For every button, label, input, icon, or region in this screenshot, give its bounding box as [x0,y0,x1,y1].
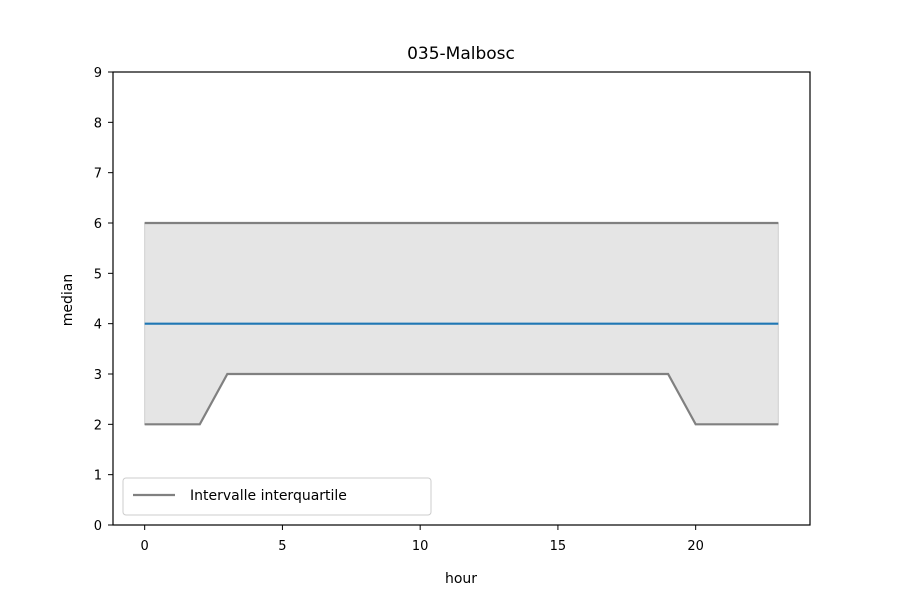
legend: Intervalle interquartile [122,477,432,516]
legend-box [122,477,432,516]
y-tick-label: 7 [94,167,102,182]
plot-frame [112,71,811,526]
y-tick-label: 2 [94,418,102,433]
x-tick-label: 20 [687,539,704,554]
chart-title: 035-Malbosc [407,44,515,64]
y-tick-label: 8 [94,116,102,131]
y-tick-label: 0 [94,519,102,534]
y-tick-label: 3 [94,368,102,383]
y-tick-label: 1 [94,469,102,484]
y-tick-label: 6 [94,217,102,232]
x-tick-label: 10 [412,539,429,554]
y-axis-label: median [60,274,76,326]
legend-label: Intervalle interquartile [190,488,347,504]
x-tick-label: 5 [278,539,286,554]
y-tick-label: 9 [94,66,102,81]
q1-line [144,372,779,426]
x-tick-label: 0 [141,539,149,554]
x-axis-label: hour [445,571,477,587]
x-tick-label: 15 [550,539,567,554]
y-tick-label: 4 [94,318,102,333]
y-tick-label: 5 [94,267,102,282]
